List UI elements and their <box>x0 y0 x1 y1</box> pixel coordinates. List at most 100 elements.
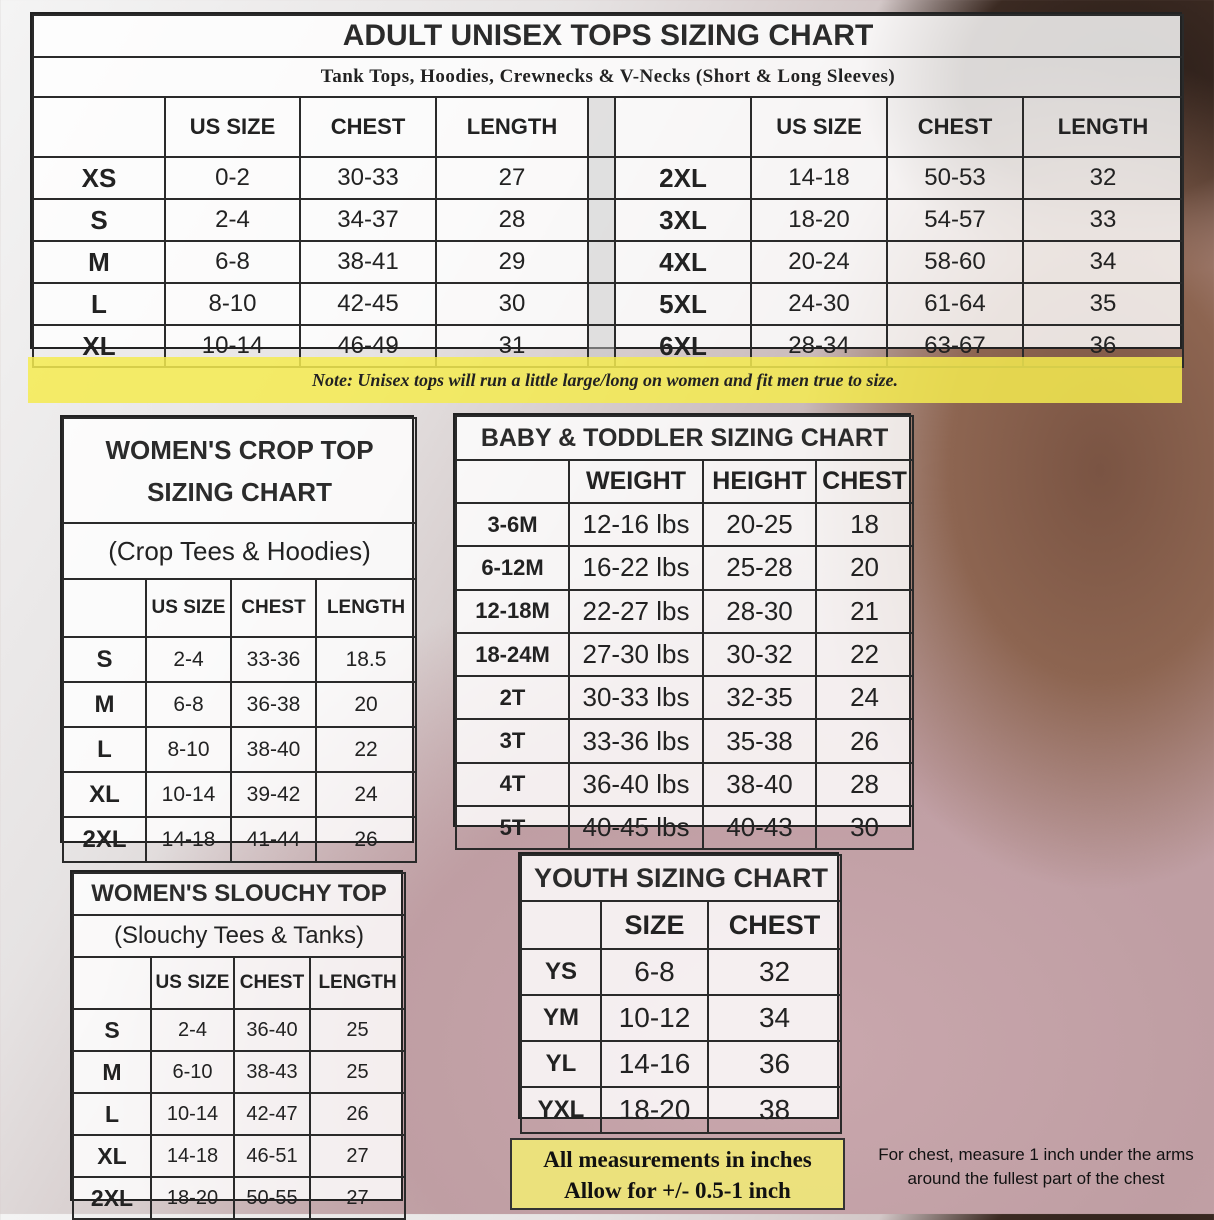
size-label: 2XL <box>72 1176 152 1220</box>
size-label: L <box>72 1092 152 1136</box>
size-value: 33 <box>1021 198 1185 242</box>
table-row: S 2-4 36-40 25 <box>72 1008 407 1052</box>
size-label: XS <box>32 156 166 200</box>
table-row: YL 14-16 36 <box>520 1040 843 1088</box>
table-subtitle: (Slouchy Tees & Tanks) <box>71 914 407 958</box>
header-row: WEIGHT HEIGHT CHEST <box>455 459 915 504</box>
table-row: L 10-14 42-47 26 <box>72 1092 407 1136</box>
table-row: S 2-4 33-36 18.5 <box>62 636 418 683</box>
size-value: 25 <box>308 1050 407 1094</box>
size-value: 25 <box>308 1008 407 1052</box>
size-value: 33-36 lbs <box>568 718 704 764</box>
table-row: YXL 18-20 38 <box>520 1086 843 1134</box>
size-value: 24 <box>814 675 915 721</box>
size-value: 26 <box>308 1092 407 1136</box>
size-value: 2-4 <box>164 198 301 242</box>
size-value: 42-47 <box>233 1092 311 1136</box>
size-value: 24-30 <box>750 282 888 326</box>
size-value: 32 <box>1021 156 1185 200</box>
column-header: US SIZE <box>164 96 301 158</box>
size-label: 3-6M <box>455 501 570 548</box>
size-value: 34 <box>1021 240 1185 284</box>
table-row: M 6-10 38-43 25 <box>72 1050 407 1094</box>
size-value: 29 <box>435 240 589 284</box>
youth-grid: YOUTH SIZING CHART SIZE CHEST YS 6-8 32 YM 10-1… <box>519 854 843 1134</box>
column-header: CHEST <box>230 578 317 638</box>
size-label: S <box>62 636 147 683</box>
table-row: S 2-4 34-37 28 3XL 18-20 54-57 33 <box>32 198 1185 242</box>
column-header: CHEST <box>886 96 1024 158</box>
column-header: US SIZE <box>750 96 888 158</box>
size-label: 2XL <box>62 816 147 863</box>
size-value <box>587 156 616 200</box>
column-header: SIZE <box>600 900 709 950</box>
measurements-unit-text: All measurements in inches <box>543 1147 812 1172</box>
table-title: ADULT UNISEX TOPS SIZING CHART <box>31 14 1185 58</box>
title-row: YOUTH SIZING CHART <box>519 854 843 902</box>
size-value: 50-55 <box>233 1176 311 1220</box>
size-value: 32-35 <box>702 675 817 721</box>
title-row: WOMEN'S SLOUCHY TOP <box>71 872 407 916</box>
measurements-note-box: All measurements in inches Allow for +/-… <box>510 1138 845 1210</box>
column-header: LENGTH <box>435 96 589 158</box>
size-value: 30-33 <box>299 156 437 200</box>
size-label: 2T <box>455 675 570 721</box>
size-value: 6-8 <box>600 948 709 996</box>
column-header: CHEST <box>233 956 311 1010</box>
table-row: XS 0-2 30-33 27 2XL 14-18 50-53 32 <box>32 156 1185 200</box>
size-value <box>587 198 616 242</box>
size-value: 14-18 <box>145 816 232 863</box>
table-row: 3T 33-36 lbs 35-38 26 <box>455 718 915 764</box>
size-label: YS <box>520 948 602 996</box>
column-header: LENGTH <box>314 578 418 638</box>
size-value: 18-20 <box>150 1176 235 1220</box>
header-row: US SIZE CHEST LENGTH <box>62 578 418 638</box>
crop-grid: WOMEN'S CROP TOP SIZING CHART (Crop Tees … <box>61 417 418 863</box>
size-value: 46-51 <box>233 1134 311 1178</box>
size-value: 39-42 <box>230 771 317 818</box>
size-value: 27-30 lbs <box>568 631 704 678</box>
table-row: M 6-8 36-38 20 <box>62 681 418 728</box>
size-value: 38 <box>706 1086 843 1134</box>
size-value: 42-45 <box>299 282 437 326</box>
title-row: BABY & TODDLER SIZING CHART <box>454 415 915 461</box>
size-value: 36-40 lbs <box>568 761 704 808</box>
size-value: 26 <box>314 816 418 863</box>
header-row: US SIZE CHEST LENGTH <box>72 956 407 1010</box>
size-value: 0-2 <box>164 156 301 200</box>
title-row: ADULT UNISEX TOPS SIZING CHART <box>31 14 1185 58</box>
size-value: 22 <box>814 631 915 678</box>
youth-sizing-table: YOUTH SIZING CHART SIZE CHEST YS 6-8 32 YM 10-1… <box>518 852 843 1134</box>
size-value: 35 <box>1021 282 1185 326</box>
size-label: YL <box>520 1040 602 1088</box>
size-value: 38-41 <box>299 240 437 284</box>
size-value <box>587 240 616 284</box>
size-value: 54-57 <box>886 198 1024 242</box>
size-value: 27 <box>308 1134 407 1178</box>
size-label: 5T <box>455 805 570 851</box>
table-row: 5T 40-45 lbs 40-43 30 <box>455 805 915 851</box>
size-label: M <box>32 240 166 284</box>
table-row: L 8-10 38-40 22 <box>62 726 418 773</box>
size-label: S <box>72 1008 152 1052</box>
column-header: LENGTH <box>308 956 407 1010</box>
size-label: M <box>62 681 147 728</box>
size-label: S <box>32 198 166 242</box>
size-value: 20-25 <box>702 501 817 548</box>
table-row: YS 6-8 32 <box>520 948 843 996</box>
baby-toddler-sizing-table: BABY & TODDLER SIZING CHART WEIGHT HEIGHT C… <box>453 413 915 851</box>
column-header: CHEST <box>706 900 843 950</box>
size-value: 28-30 <box>702 588 817 634</box>
size-value: 36 <box>706 1040 843 1088</box>
column-header <box>614 96 752 158</box>
size-value: 30-32 <box>702 631 817 678</box>
column-header: US SIZE <box>145 578 232 638</box>
size-label: L <box>32 282 166 326</box>
size-value: 8-10 <box>145 726 232 773</box>
size-value: 18-20 <box>600 1086 709 1134</box>
table-row: 2XL 18-20 50-55 27 <box>72 1176 407 1220</box>
size-label: L <box>62 726 147 773</box>
size-value: 41-44 <box>230 816 317 863</box>
table-row: XL 10-14 39-42 24 <box>62 771 418 818</box>
size-value: 58-60 <box>886 240 1024 284</box>
